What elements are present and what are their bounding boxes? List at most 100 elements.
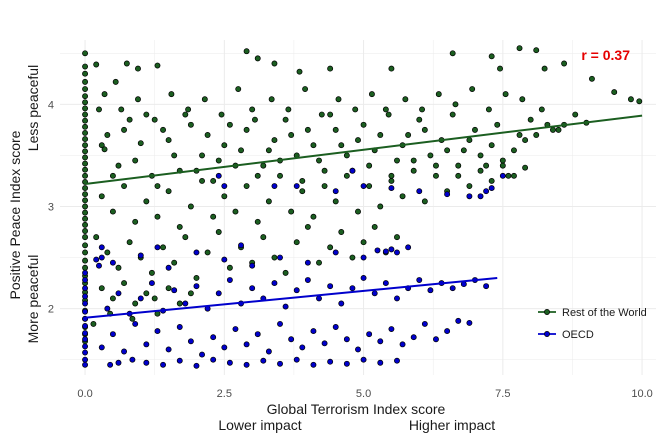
- point-rest-of-world: [243, 126, 250, 133]
- point-rest-of-world: [187, 121, 194, 128]
- point-oecd: [321, 340, 328, 347]
- point-oecd: [466, 319, 473, 326]
- point-oecd: [82, 277, 89, 283]
- point-oecd: [360, 275, 367, 281]
- legend-item-oecd: OECD: [538, 329, 594, 341]
- point-oecd: [210, 334, 217, 341]
- point-rest-of-world: [135, 65, 141, 72]
- point-oecd: [82, 343, 89, 350]
- point-rest-of-world: [82, 257, 89, 264]
- point-rest-of-world: [335, 96, 342, 103]
- point-rest-of-world: [104, 249, 111, 256]
- point-oecd: [377, 359, 384, 366]
- point-oecd: [349, 285, 356, 292]
- point-rest-of-world: [210, 213, 217, 220]
- point-rest-of-world: [226, 264, 233, 271]
- point-rest-of-world: [265, 198, 272, 205]
- point-oecd: [299, 344, 306, 351]
- point-oecd: [96, 262, 102, 269]
- point-rest-of-world: [502, 91, 509, 98]
- point-rest-of-world: [101, 91, 108, 98]
- y-tick-label: 2: [48, 304, 54, 316]
- point-oecd: [271, 183, 278, 190]
- y-tick-label: 3: [48, 201, 54, 213]
- point-rest-of-world: [82, 172, 89, 179]
- y-tick-label: 4: [48, 99, 54, 111]
- point-rest-of-world: [499, 157, 506, 164]
- point-rest-of-world: [321, 183, 328, 190]
- point-rest-of-world: [499, 162, 506, 169]
- point-oecd: [82, 336, 89, 343]
- point-oecd: [293, 183, 300, 190]
- point-rest-of-world: [160, 244, 166, 251]
- point-oecd: [304, 277, 311, 283]
- x-tick-label: 0.0: [77, 388, 92, 400]
- point-rest-of-world: [151, 295, 158, 302]
- point-oecd: [433, 336, 439, 343]
- point-rest-of-world: [385, 111, 392, 118]
- point-rest-of-world: [243, 48, 250, 55]
- point-rest-of-world: [82, 129, 89, 136]
- point-oecd: [444, 328, 451, 335]
- point-rest-of-world: [82, 123, 89, 130]
- point-rest-of-world: [115, 162, 122, 169]
- point-oecd: [327, 358, 334, 365]
- point-rest-of-world: [533, 132, 540, 138]
- point-rest-of-world: [98, 285, 105, 292]
- point-oecd: [254, 331, 261, 338]
- point-oecd: [249, 285, 256, 292]
- point-oecd: [109, 331, 116, 338]
- point-rest-of-world: [165, 285, 172, 292]
- point-oecd: [93, 256, 100, 263]
- point-oecd: [388, 246, 395, 253]
- point-oecd: [332, 249, 339, 256]
- x-annotation-right: Higher impact: [409, 417, 495, 433]
- point-rest-of-world: [93, 61, 100, 68]
- point-rest-of-world: [338, 229, 345, 235]
- point-rest-of-world: [82, 142, 89, 149]
- point-oecd: [288, 336, 295, 343]
- point-rest-of-world: [210, 177, 217, 184]
- x-annotation-left: Lower impact: [218, 417, 301, 433]
- point-oecd: [360, 356, 367, 363]
- point-rest-of-world: [82, 70, 89, 77]
- point-oecd: [132, 320, 139, 327]
- point-oecd: [82, 300, 89, 307]
- point-oecd: [176, 357, 183, 364]
- point-rest-of-world: [316, 157, 322, 164]
- point-rest-of-world: [541, 65, 548, 72]
- point-rest-of-world: [288, 208, 295, 215]
- point-oecd: [399, 341, 406, 348]
- point-rest-of-world: [151, 116, 158, 123]
- point-rest-of-world: [82, 86, 89, 92]
- point-oecd: [455, 317, 462, 324]
- point-oecd: [232, 326, 239, 332]
- point-rest-of-world: [527, 116, 534, 123]
- point-oecd: [382, 248, 389, 255]
- point-rest-of-world: [285, 106, 292, 113]
- point-oecd: [416, 277, 423, 283]
- point-rest-of-world: [627, 96, 634, 103]
- trend-line-rest-of-world: [84, 114, 643, 186]
- point-rest-of-world: [148, 269, 155, 276]
- point-rest-of-world: [165, 137, 172, 144]
- point-rest-of-world: [382, 106, 389, 113]
- point-rest-of-world: [252, 116, 258, 123]
- point-oecd: [182, 300, 189, 307]
- point-oecd: [104, 305, 111, 312]
- point-oecd: [143, 359, 150, 366]
- trend-line-oecd: [84, 276, 498, 319]
- point-rest-of-world: [132, 300, 139, 307]
- point-rest-of-world: [444, 147, 451, 154]
- point-rest-of-world: [511, 172, 517, 179]
- point-rest-of-world: [343, 172, 350, 179]
- point-rest-of-world: [121, 280, 128, 287]
- point-rest-of-world: [109, 172, 116, 179]
- point-oecd: [82, 285, 89, 292]
- point-rest-of-world: [304, 126, 311, 133]
- point-rest-of-world: [277, 172, 283, 179]
- point-rest-of-world: [455, 172, 462, 179]
- point-rest-of-world: [82, 228, 89, 234]
